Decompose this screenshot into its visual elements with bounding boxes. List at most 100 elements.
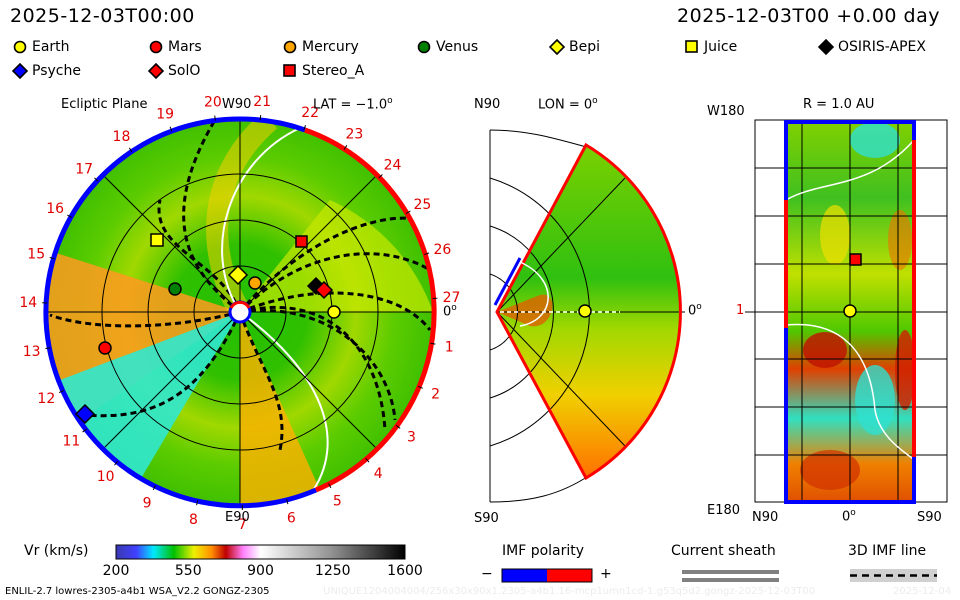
run-label: 2025-12-03T00 +0.00 day (677, 5, 940, 27)
legend-item-mercury: Mercury (282, 39, 359, 55)
carrington-tick-label: 3 (407, 430, 416, 446)
footer-model: ENLIL-2.7 lowres-2305-a4b1 WSA_V2.2 GONG… (5, 586, 270, 597)
solo-marker (314, 280, 334, 300)
legend-label: Juice (704, 39, 738, 55)
legend-label: Bepi (569, 39, 600, 55)
colorbar-tick-label: 1600 (387, 563, 423, 579)
lon-label: LON = 0o (538, 96, 598, 112)
carrington-tick-label: 21 (253, 94, 271, 110)
psyche-marker (74, 403, 96, 425)
footer-run-id: UNIQUE1204004004/256x30x90x1.2305-a4b1.1… (323, 586, 816, 597)
carrington-tick-mark (424, 252, 430, 255)
carrington-tick-label: 26 (433, 242, 451, 258)
carrington-tick-label: 6 (287, 511, 296, 527)
meridional-bottom-label: S90 (474, 511, 499, 526)
carrington-tick-mark (328, 483, 332, 489)
carrington-tick-mark (114, 460, 119, 466)
meridional-panel (489, 129, 685, 503)
carrington-tick-label: 18 (113, 129, 131, 145)
radial-x-label-s90: S90 (917, 510, 942, 525)
legend-label: Stereo_A (302, 63, 365, 79)
carrington-tick-label: 2 (431, 387, 440, 403)
carrington-tick-mark (94, 177, 99, 182)
degree-sign: o (696, 302, 702, 312)
degree-sign: o (592, 96, 598, 106)
lon-zero: 0 (443, 304, 452, 320)
carrington-tick-label: 11 (63, 434, 81, 450)
carrington-tick-mark (430, 342, 436, 345)
carrington-tick-label: 24 (384, 158, 402, 174)
circle-marker-icon (149, 40, 163, 54)
mercury-marker (248, 276, 262, 290)
colorbar-tick-label: 1250 (314, 563, 351, 579)
carrington-tick-label: 8 (189, 512, 198, 528)
radial-panel (745, 119, 948, 504)
juice-marker (150, 233, 164, 247)
current-sheath-line-south (785, 323, 915, 461)
current-sheath-line-1 (682, 570, 779, 574)
ecliptic-bottom-label: E90 (225, 510, 250, 525)
carrington-tick-mark (49, 256, 55, 260)
carrington-tick-label: 22 (301, 105, 319, 121)
degree-sign: o (451, 303, 457, 313)
legend-item-psyche: Psyche (12, 63, 81, 79)
circle-marker-icon (13, 40, 27, 54)
slow-region-cyan (60, 312, 240, 480)
ecliptic-polarity-positive (304, 127, 437, 493)
lat-label: LAT = −1.0o (313, 96, 393, 112)
legend-label: Mercury (302, 39, 359, 55)
colorbar-tick-label: 550 (174, 563, 202, 579)
radial-mid-label: 1 (736, 303, 745, 318)
legend-item-bepi: Bepi (549, 39, 600, 55)
legend-label: OSIRIS-APEX (838, 39, 926, 55)
carrington-tick-label: 7 (238, 517, 247, 533)
carrington-tick-mark (405, 210, 411, 214)
current-sheath-line-north (785, 139, 915, 201)
carrington-tick-label: 15 (27, 247, 45, 263)
radial-bottom-left-label: E180 (707, 503, 741, 518)
carrington-tick-mark (196, 500, 199, 506)
carrington-tick-label: 20 (204, 95, 222, 111)
diamond-marker-icon (12, 63, 28, 79)
carrington-tick-mark (128, 147, 133, 153)
carrington-tick-label: 25 (413, 197, 431, 213)
current-sheath-title: Current sheath (671, 543, 776, 559)
diamond-marker-icon (549, 39, 565, 55)
ecliptic-polarity-negative (43, 116, 317, 509)
legend-item-osiris-apex: OSIRIS-APEX (818, 39, 926, 55)
carrington-tick-mark (214, 115, 216, 121)
colorbar-tick-label: 200 (102, 563, 130, 579)
radial-title: R = 1.0 AU (803, 97, 875, 112)
diamond-marker-icon (818, 39, 834, 55)
legend-label: Venus (436, 39, 479, 55)
venus-marker (168, 282, 182, 296)
legend-item-stereo-a: Stereo_A (282, 63, 364, 79)
square-marker-icon (283, 64, 296, 77)
carrington-tick-label: 14 (19, 295, 37, 311)
stereo-a-marker-radial (849, 253, 862, 266)
legend-label: Earth (32, 39, 70, 55)
imf-polarity-title: IMF polarity (502, 543, 585, 559)
degree-sign: o (850, 508, 856, 518)
circle-marker-icon (417, 40, 431, 54)
radial-x-label-0: 0o (842, 508, 856, 524)
legend-item-mars: Mars (148, 39, 202, 55)
imf-line-title: 3D IMF line (848, 543, 927, 559)
ecliptic-bodies (74, 233, 341, 425)
square-marker-icon (685, 40, 698, 53)
earth-marker-radial (843, 304, 857, 318)
lon-value: LON = 0 (538, 97, 593, 113)
circle-marker-icon (283, 40, 297, 54)
carrington-tick-label: 13 (23, 344, 41, 360)
carrington-tick-label: 9 (143, 496, 152, 512)
legend-item-venus: Venus (416, 39, 478, 55)
degree-sign: o (387, 96, 393, 106)
carrington-tick-label: 17 (75, 161, 93, 177)
carrington-tick-label: 19 (156, 107, 174, 123)
earth-marker-meridional (578, 304, 592, 318)
current-sheath-line-2 (682, 578, 779, 582)
radial-top-label: W180 (707, 104, 745, 119)
legend-label: Mars (168, 39, 202, 55)
